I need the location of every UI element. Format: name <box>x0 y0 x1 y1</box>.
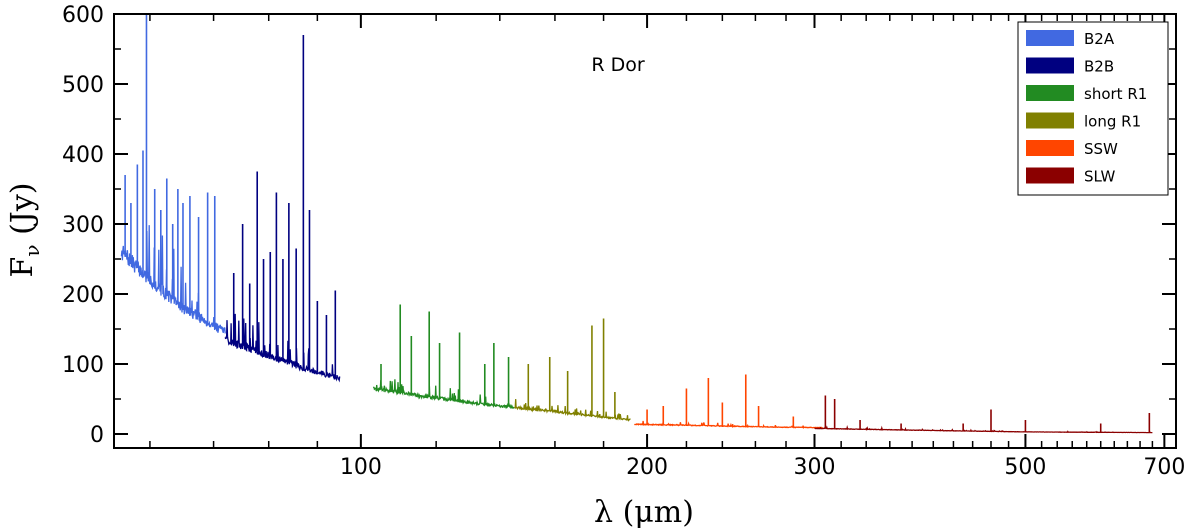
x-tick-label: 500 <box>1004 455 1046 480</box>
y-tick-label: 100 <box>62 353 104 378</box>
x-tick-label: 100 <box>340 455 382 480</box>
x-tick-label: 300 <box>794 455 836 480</box>
legend-swatch <box>1026 112 1074 129</box>
legend-swatch <box>1026 85 1074 101</box>
tick-layer: 0 100 200 300 400 500 600 100 200 300 500 700 <box>62 3 1185 480</box>
series-trace-long-r1 <box>513 399 631 422</box>
series-trace-short-r1 <box>372 379 515 410</box>
legend-swatch <box>1026 30 1074 46</box>
legend-label: B2B <box>1084 58 1114 76</box>
x-tick-label: 700 <box>1143 455 1185 480</box>
legend-label: short R1 <box>1084 85 1147 103</box>
legend-swatch <box>1026 57 1074 74</box>
y-tick-label: 600 <box>62 3 104 28</box>
legend-label: B2A <box>1084 30 1115 48</box>
x-tick-label: 200 <box>626 455 668 480</box>
y-tick-label: 300 <box>62 213 104 238</box>
y-tick-label: 400 <box>62 143 104 168</box>
legend-swatch <box>1026 167 1074 184</box>
x-axis-title: λ (μm) <box>594 495 694 530</box>
series-trace-slw <box>814 424 1153 434</box>
y-tick-label: 200 <box>62 283 104 308</box>
y-tick-label: 500 <box>62 73 104 98</box>
plot-frame <box>113 13 1177 449</box>
legend-box <box>1017 21 1169 196</box>
legend-label: long R1 <box>1084 113 1141 131</box>
chart-annotation: R Dor <box>591 54 644 76</box>
legend-label: SLW <box>1084 168 1116 186</box>
legend-swatch <box>1026 140 1074 156</box>
legend-label: SSW <box>1084 140 1118 158</box>
series-layer <box>120 14 1153 434</box>
series-trace-ssw <box>634 420 823 429</box>
legend: B2A B2B short R1 long R1 SSW SLW <box>1017 21 1169 196</box>
y-tick-label: 0 <box>90 423 104 448</box>
y-axis-title: Fν (Jy) <box>5 183 44 278</box>
